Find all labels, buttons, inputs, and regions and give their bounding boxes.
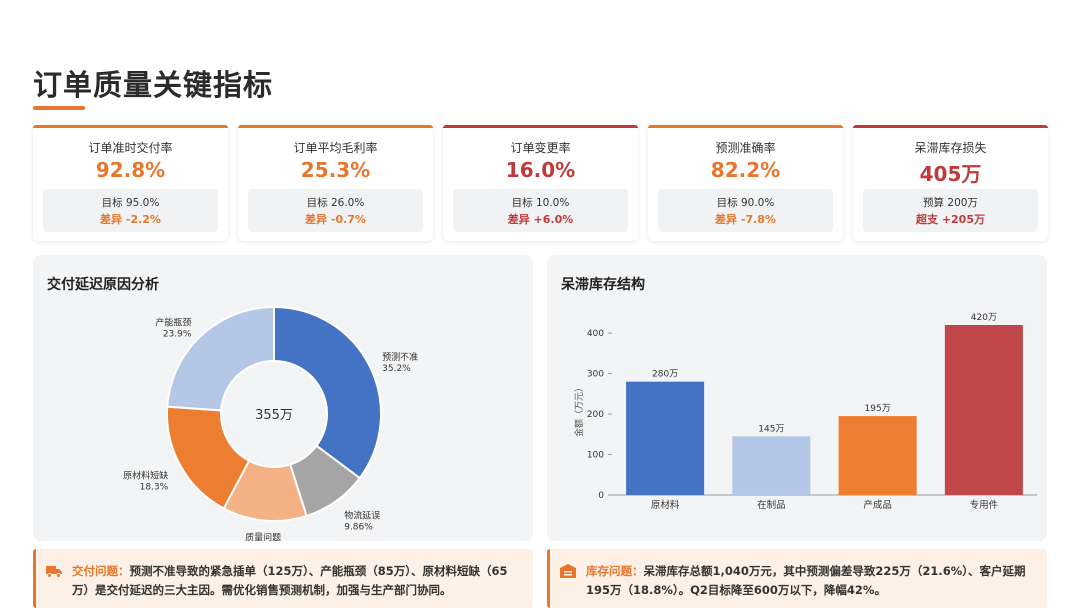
kpi-accent-bar	[443, 125, 638, 128]
kpi-value: 405万	[919, 162, 982, 186]
kpi-diff: 超支 +205万	[915, 213, 985, 226]
kpi-diff: 差异 -2.2%	[100, 213, 161, 226]
kpi-diff: 差异 -0.7%	[305, 213, 366, 226]
kpi-card-gross-margin: 订单平均毛利率 25.3% 目标 26.0% 差异 -0.7%	[238, 125, 433, 241]
kpi-value: 82.2%	[710, 158, 781, 182]
kpi-card-stale-inventory-loss: 呆滞库存损失 405万 预算 200万 超支 +205万	[853, 125, 1048, 241]
kpi-label: 订单变更率	[510, 141, 571, 155]
slice-label: 物流延误	[344, 510, 380, 522]
slice-label: 质量问题	[245, 532, 281, 541]
kpi-label: 订单平均毛利率	[293, 141, 378, 155]
kpi-label: 订单准时交付率	[88, 141, 173, 155]
slice-value-label: 23.9%	[163, 330, 192, 340]
y-tick-label: 200	[587, 410, 604, 420]
kpi-target-box: 目标 95.0% 差异 -2.2%	[43, 189, 218, 232]
bar	[838, 416, 917, 495]
kpi-target: 目标 95.0%	[101, 197, 160, 209]
panel-title: 交付延迟原因分析	[47, 277, 159, 293]
slice-value-label: 9.86%	[344, 523, 373, 533]
kpi-card-on-time-delivery: 订单准时交付率 92.8% 目标 95.0% 差异 -2.2%	[33, 125, 228, 241]
bar-value-label: 420万	[971, 313, 997, 323]
kpi-value: 25.3%	[300, 158, 371, 182]
truck-icon	[46, 566, 62, 578]
delivery-issue-note: 交付问题：预测不准导致的紧急插单（125万）、产能瓶颈（85万）、原材料短缺（6…	[33, 549, 533, 608]
x-tick-label: 在制品	[757, 499, 786, 511]
note-label: 库存问题：	[586, 564, 644, 578]
kpi-target-box: 目标 10.0% 差异 +6.0%	[453, 189, 628, 232]
kpi-accent-bar	[238, 125, 433, 128]
kpi-target: 目标 10.0%	[511, 197, 570, 209]
bar-value-label: 280万	[652, 370, 678, 380]
y-axis-label: 金额（万元）	[573, 383, 585, 437]
bar	[626, 381, 705, 495]
donut-slice	[166, 305, 275, 412]
x-tick-label: 产成品	[863, 499, 892, 511]
bar-value-label: 195万	[865, 404, 891, 414]
title-underline	[33, 106, 85, 110]
kpi-diff: 差异 +6.0%	[507, 213, 574, 226]
slice-label: 预测不准	[382, 352, 418, 363]
kpi-accent-bar	[33, 125, 228, 128]
note-text: 库存问题：呆滞库存总额1,040万元，其中预测偏差导致225万（21.6%）、客…	[586, 562, 1037, 600]
y-tick-label: 100	[587, 451, 604, 461]
kpi-target-box: 目标 26.0% 差异 -0.7%	[248, 189, 423, 232]
note-body: 呆滞库存总额1,040万元，其中预测偏差导致225万（21.6%）、客户延期19…	[586, 564, 1026, 597]
kpi-target-box: 目标 90.0% 差异 -7.8%	[658, 189, 833, 232]
kpi-target-box: 预算 200万 超支 +205万	[863, 189, 1038, 232]
kpi-value: 16.0%	[505, 158, 576, 182]
kpi-card-forecast-accuracy: 预测准确率 82.2% 目标 90.0% 差异 -7.8%	[648, 125, 843, 241]
page-title: 订单质量关键指标	[33, 68, 274, 102]
note-body: 预测不准导致的紧急插单（125万）、产能瓶颈（85万）、原材料短缺（65万）是交…	[72, 564, 508, 597]
slice-label: 产能瓶颈	[155, 317, 191, 329]
kpi-target: 目标 26.0%	[306, 197, 365, 209]
delay-analysis-panel: 交付延迟原因分析 预测不准 35.2% 物流延误 9.86% 质量问题 原材料短缺 18.3…	[33, 255, 533, 541]
kpi-label: 呆滞库存损失	[914, 141, 987, 155]
kpi-accent-bar	[853, 125, 1048, 128]
inventory-structure-panel: 呆滞库存结构 0 100 200 300 400 金额（万元） 280万原材料 145万在制品…	[547, 255, 1047, 541]
kpi-diff: 差异 -7.8%	[715, 213, 776, 226]
donut-center-label: 355万	[255, 408, 293, 423]
kpi-target: 预算 200万	[923, 197, 978, 209]
inventory-issue-note: 库存问题：呆滞库存总额1,040万元，其中预测偏差导致225万（21.6%）、客…	[547, 549, 1047, 608]
y-tick-label: 300	[587, 370, 604, 380]
slice-value-label: 35.2%	[382, 364, 411, 374]
bar-value-label: 145万	[758, 424, 784, 434]
bar	[732, 436, 811, 495]
warehouse-icon	[560, 564, 576, 578]
note-text: 交付问题：预测不准导致的紧急插单（125万）、产能瓶颈（85万）、原材料短缺（6…	[72, 562, 523, 600]
kpi-card-change-rate: 订单变更率 16.0% 目标 10.0% 差异 +6.0%	[443, 125, 638, 241]
y-tick-label: 0	[598, 491, 604, 501]
slice-label: 原材料短缺	[123, 470, 168, 482]
x-tick-label: 专用件	[970, 499, 999, 511]
kpi-label: 预测准确率	[715, 141, 776, 155]
y-tick-label: 400	[587, 329, 604, 339]
panel-title: 呆滞库存结构	[561, 277, 645, 293]
donut-slice	[273, 305, 382, 480]
kpi-target: 目标 90.0%	[716, 197, 775, 209]
bar	[944, 325, 1023, 495]
kpi-value: 92.8%	[95, 158, 166, 182]
kpi-accent-bar	[648, 125, 843, 128]
slice-value-label: 18.3%	[140, 483, 169, 493]
note-label: 交付问题：	[72, 564, 130, 578]
x-tick-label: 原材料	[651, 499, 680, 511]
